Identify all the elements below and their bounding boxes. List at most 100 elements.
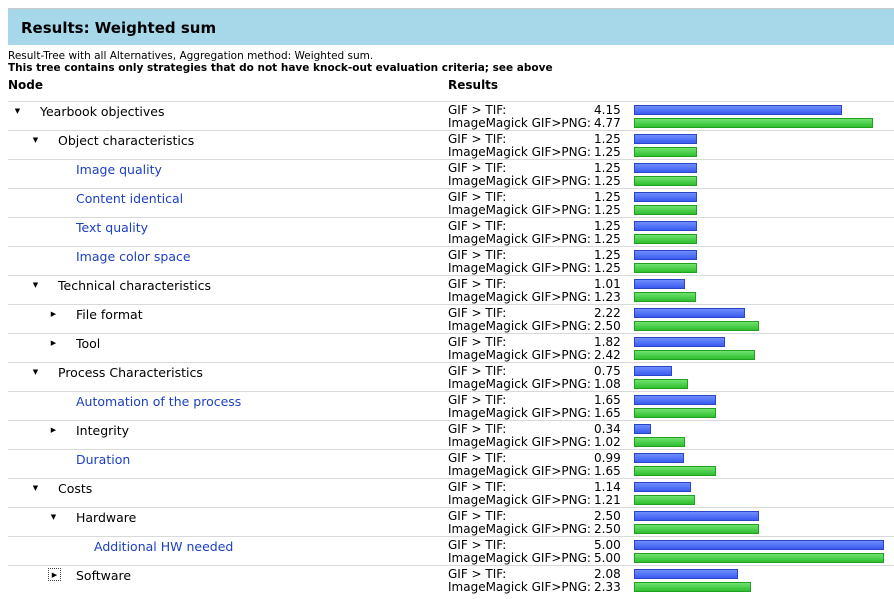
result-bar-alt1 <box>634 105 842 115</box>
result-bar-alt2 <box>634 466 716 476</box>
result-bar-alt1 <box>634 482 691 492</box>
result-bar-alt2 <box>634 379 688 389</box>
node-label[interactable]: Image quality <box>76 162 162 177</box>
result-value: 1.25 <box>594 145 621 159</box>
collapse-toggle-icon[interactable]: ▼ <box>32 281 39 289</box>
alternative-label: ImageMagick GIF>PNG: <box>448 464 591 478</box>
collapse-toggle-icon[interactable]: ▼ <box>32 484 39 492</box>
node-label: Integrity <box>76 423 130 438</box>
result-bar-alt1 <box>634 540 884 550</box>
result-bar-alt2 <box>634 408 716 418</box>
node-label[interactable]: Content identical <box>76 191 184 206</box>
result-value: 1.25 <box>594 161 621 175</box>
alternative-label: GIF > TIF: <box>448 161 507 175</box>
result-bar-alt1 <box>634 453 684 463</box>
result-bar-alt1 <box>634 250 697 260</box>
node-label: Technical characteristics <box>58 278 211 293</box>
result-value: 1.01 <box>594 277 621 291</box>
tree-row: Image quality GIF > TIF: 1.25 ImageMagick G… <box>8 159 894 188</box>
expand-toggle-icon[interactable]: ▶ <box>50 339 57 347</box>
tree-row: ▶ File format GIF > TIF: 2.22 ImageMagick GI… <box>8 304 894 333</box>
result-value: 1.65 <box>594 406 621 420</box>
alternative-label: ImageMagick GIF>PNG: <box>448 377 591 391</box>
alternative-label: ImageMagick GIF>PNG: <box>448 261 591 275</box>
alternative-label: ImageMagick GIF>PNG: <box>448 232 591 246</box>
alternative-label: GIF > TIF: <box>448 480 507 494</box>
alternative-label: GIF > TIF: <box>448 306 507 320</box>
result-value: 1.65 <box>594 393 621 407</box>
result-bar-alt1 <box>634 192 697 202</box>
result-bar-alt2 <box>634 582 751 592</box>
expand-toggle-icon[interactable]: ▶ <box>50 310 57 318</box>
tree-row: ▶ Tool GIF > TIF: 1.82 ImageMagick GIF>PNG: 2… <box>8 333 894 362</box>
result-value: 4.15 <box>594 103 621 117</box>
collapse-toggle-icon[interactable]: ▼ <box>14 107 21 115</box>
tree-row: Additional HW needed GIF > TIF: 5.00 ImageM… <box>8 536 894 565</box>
result-bar-alt2 <box>634 263 697 273</box>
result-value: 1.25 <box>594 219 621 233</box>
alternative-label: GIF > TIF: <box>448 103 507 117</box>
tree-row: Content identical GIF > TIF: 1.25 ImageMagi… <box>8 188 894 217</box>
node-label[interactable]: Image color space <box>76 249 191 264</box>
collapse-toggle-icon[interactable]: ▼ <box>32 368 39 376</box>
collapse-toggle-icon[interactable]: ▼ <box>50 513 57 521</box>
result-value: 2.50 <box>594 509 621 523</box>
result-value: 1.65 <box>594 464 621 478</box>
tree-row: Image color space GIF > TIF: 1.25 ImageMagi… <box>8 246 894 275</box>
alternative-label: GIF > TIF: <box>448 364 507 378</box>
node-label[interactable]: Additional HW needed <box>94 539 234 554</box>
node-label[interactable]: Text quality <box>76 220 149 235</box>
result-bar-alt2 <box>634 234 697 244</box>
result-bar-alt1 <box>634 308 745 318</box>
result-bar-alt2 <box>634 205 697 215</box>
alternative-label: ImageMagick GIF>PNG: <box>448 551 591 565</box>
result-bar-alt1 <box>634 221 697 231</box>
node-label: Tool <box>76 336 101 351</box>
result-value: 1.25 <box>594 261 621 275</box>
result-value: 1.25 <box>594 174 621 188</box>
result-value: 2.22 <box>594 306 621 320</box>
result-bar-alt1 <box>634 279 685 289</box>
result-value: 1.25 <box>594 190 621 204</box>
tree-description: Result-Tree with all Alternatives, Aggre… <box>8 50 374 62</box>
result-value: 0.34 <box>594 422 621 436</box>
node-label: Yearbook objectives <box>40 104 165 119</box>
alternative-label: ImageMagick GIF>PNG: <box>448 319 591 333</box>
result-bar-alt2 <box>634 176 697 186</box>
tree-row: ▼ Yearbook objectives GIF > TIF: 4.15 ImageM… <box>8 101 894 130</box>
expand-toggle-icon[interactable]: ▶ <box>50 426 57 434</box>
node-label: Process Characteristics <box>58 365 203 380</box>
expand-toggle-icon[interactable]: ▶ <box>48 568 61 581</box>
result-value: 1.82 <box>594 335 621 349</box>
result-value: 2.33 <box>594 580 621 594</box>
result-value: 1.25 <box>594 248 621 262</box>
result-tree: ▼ Yearbook objectives GIF > TIF: 4.15 ImageM… <box>8 101 894 594</box>
tree-row: ▶ Software GIF > TIF: 2.08 ImageMagick GIF>P… <box>8 565 894 594</box>
node-label[interactable]: Automation of the process <box>76 394 242 409</box>
results-column-header: Results <box>448 78 499 92</box>
alternative-label: ImageMagick GIF>PNG: <box>448 580 591 594</box>
result-bar-alt1 <box>634 569 738 579</box>
collapse-toggle-icon[interactable]: ▼ <box>32 136 39 144</box>
result-bar-alt1 <box>634 424 651 434</box>
result-bar-alt2 <box>634 553 884 563</box>
result-bar-alt2 <box>634 350 755 360</box>
alternative-label: ImageMagick GIF>PNG: <box>448 290 591 304</box>
result-value: 1.23 <box>594 290 621 304</box>
alternative-label: GIF > TIF: <box>448 132 507 146</box>
node-label: Software <box>76 568 132 583</box>
alternative-label: GIF > TIF: <box>448 538 507 552</box>
node-label[interactable]: Duration <box>76 452 131 467</box>
alternative-label: ImageMagick GIF>PNG: <box>448 406 591 420</box>
result-value: 1.25 <box>594 232 621 246</box>
result-value: 1.14 <box>594 480 621 494</box>
result-value: 4.77 <box>594 116 621 130</box>
result-bar-alt1 <box>634 395 716 405</box>
alternative-label: GIF > TIF: <box>448 335 507 349</box>
result-bar-alt1 <box>634 511 759 521</box>
result-value: 2.50 <box>594 319 621 333</box>
result-value: 1.21 <box>594 493 621 507</box>
tree-row: ▶ Integrity GIF > TIF: 0.34 ImageMagick GIF>… <box>8 420 894 449</box>
alternative-label: ImageMagick GIF>PNG: <box>448 435 591 449</box>
alternative-label: ImageMagick GIF>PNG: <box>448 493 591 507</box>
